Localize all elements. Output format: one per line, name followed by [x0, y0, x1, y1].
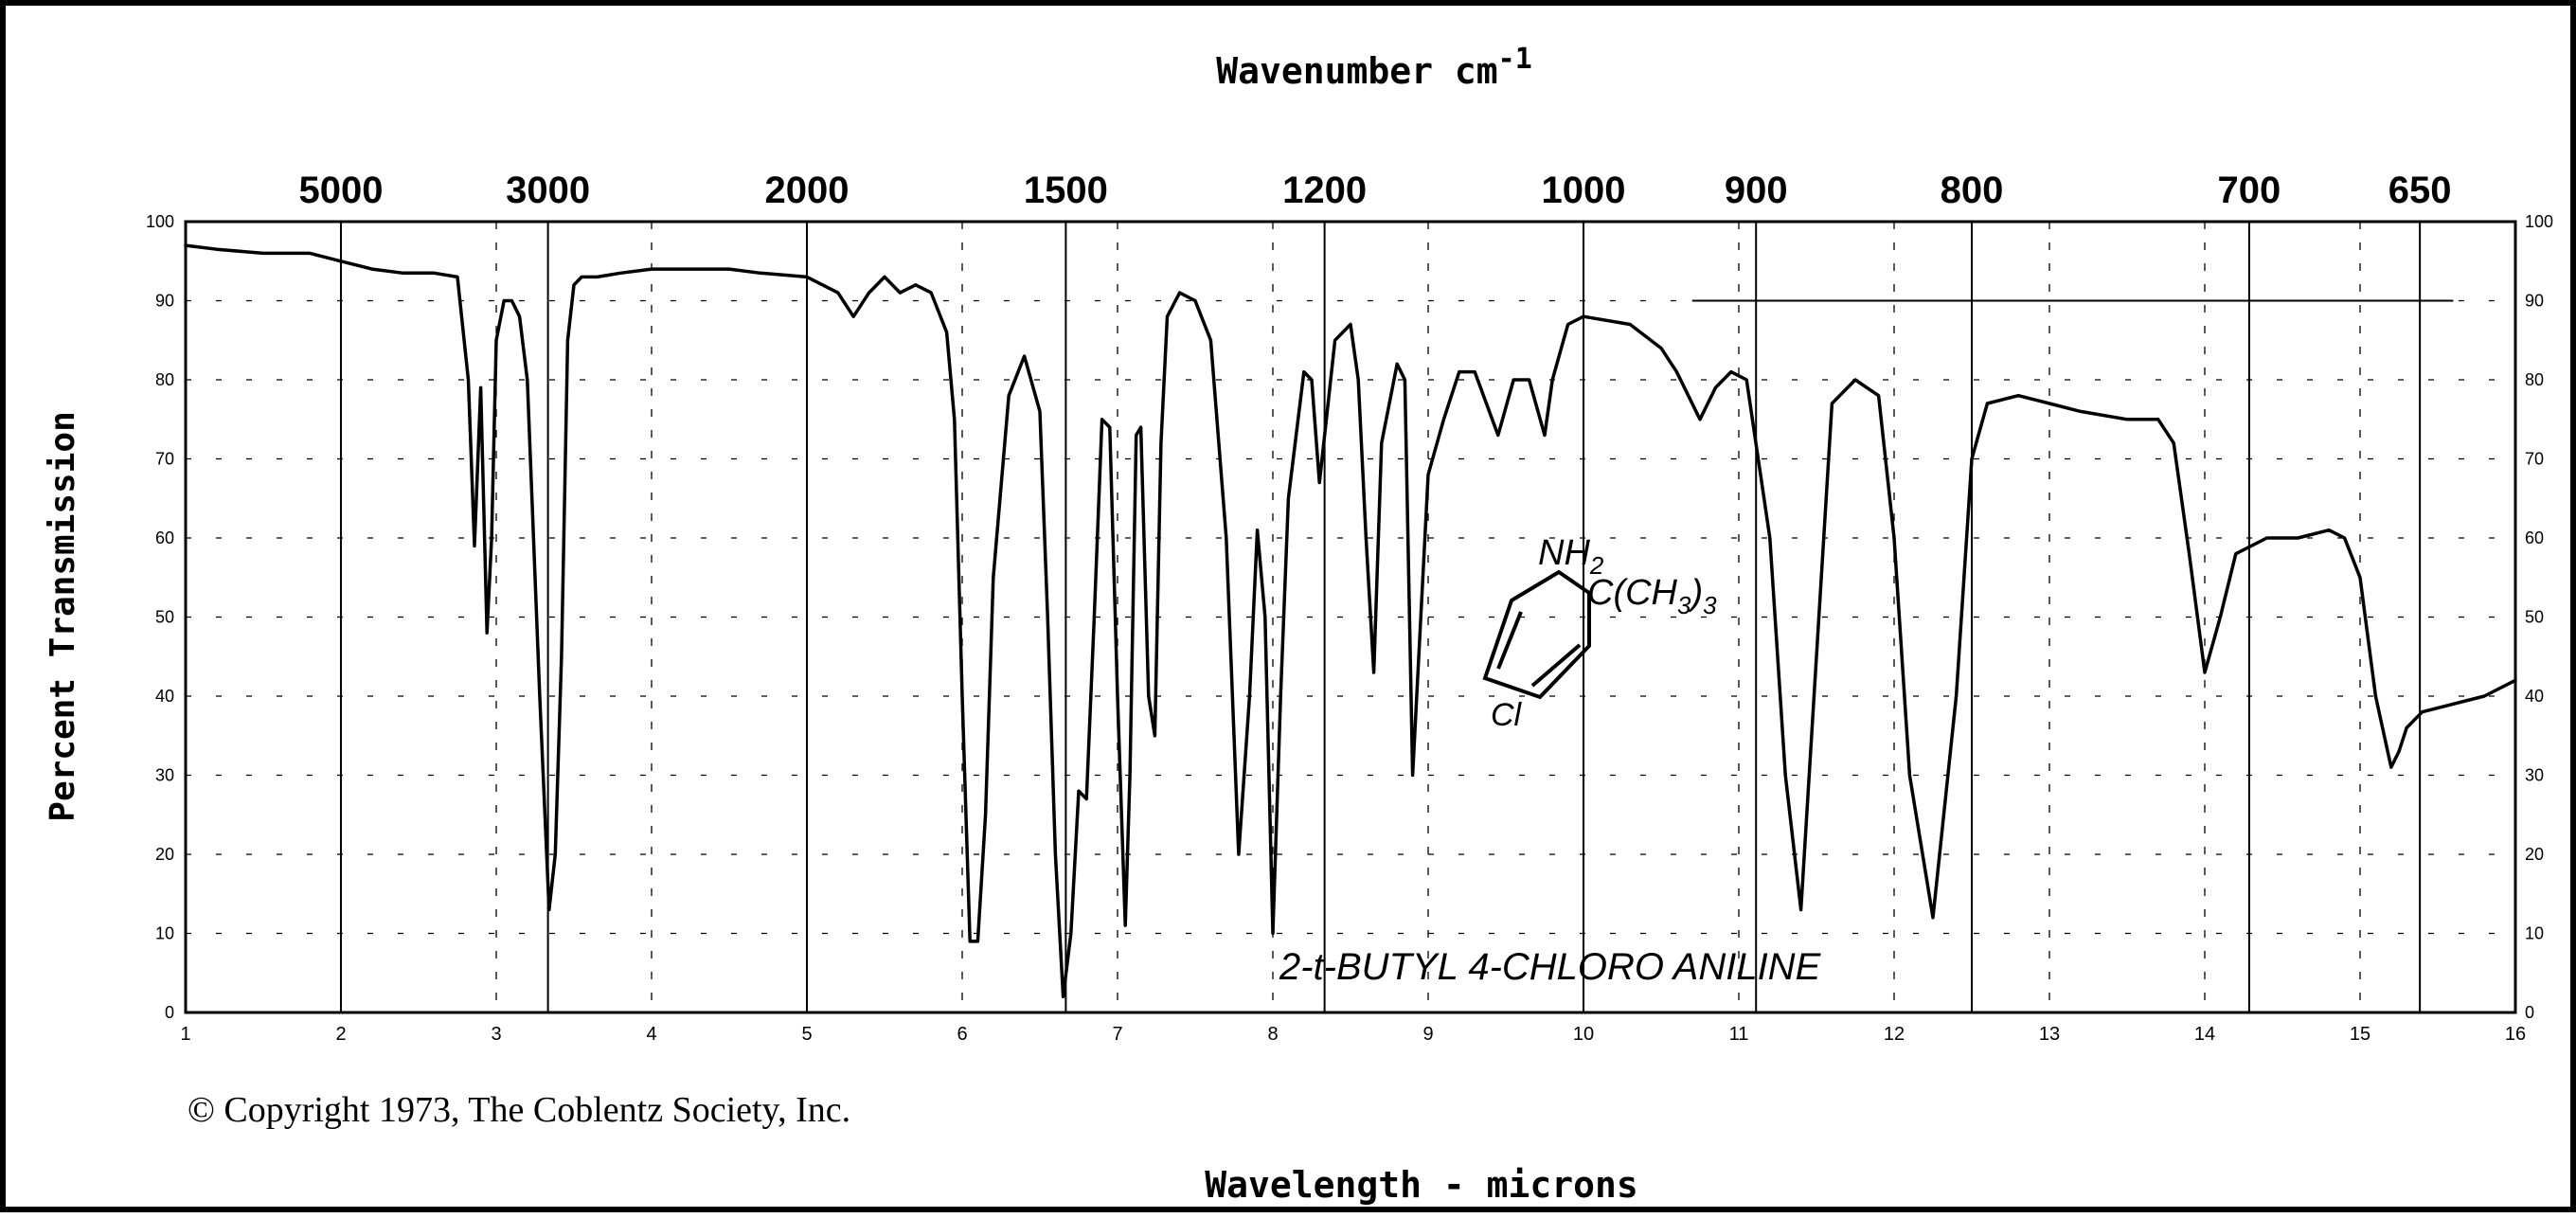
wavenumber-tick-label: 1200 — [1282, 170, 1367, 211]
y-tick-label-right: 90 — [2525, 292, 2544, 311]
micron-tick-label: 14 — [2194, 1024, 2215, 1045]
top-axis-title: Wavenumber cm-1 — [1216, 43, 1532, 92]
wavenumber-tick-label: 2000 — [765, 170, 850, 211]
y-tick-label-left: 90 — [155, 292, 174, 311]
micron-tick-label: 12 — [1884, 1024, 1905, 1045]
y-tick-label-right: 80 — [2525, 370, 2544, 389]
y-tick-label-right: 60 — [2525, 528, 2544, 547]
copyright-text: © Copyright 1973, The Coblentz Society, … — [188, 1090, 850, 1130]
cl-label: Cl — [1491, 697, 1523, 733]
y-tick-label-left: 10 — [155, 924, 174, 943]
nh2-label: NH2 — [1538, 533, 1604, 580]
micron-tick-label: 16 — [2505, 1024, 2526, 1045]
y-tick-label-left: 40 — [155, 687, 174, 706]
micron-tick-label: 13 — [2039, 1024, 2060, 1045]
micron-tick-label: 4 — [646, 1024, 656, 1045]
wavenumber-tick-label: 3000 — [506, 170, 590, 211]
y-tick-label-left: 70 — [155, 450, 174, 469]
wavenumber-tick-label: 1500 — [1024, 170, 1108, 211]
micron-tick-label: 3 — [491, 1024, 501, 1045]
y-axis-title: Percent Transmission — [44, 411, 82, 821]
y-tick-label-left: 80 — [155, 370, 174, 389]
ring-double-bond-1 — [1496, 611, 1523, 670]
top-axis-title-superscript: -1 — [1498, 43, 1532, 76]
tbutyl-label: C(CH3)3 — [1587, 573, 1717, 619]
y-tick-label-right: 10 — [2525, 924, 2544, 943]
spectrum-line — [184, 243, 2517, 999]
y-tick-label-right: 20 — [2525, 845, 2544, 864]
nh2-subscript: 2 — [1589, 551, 1604, 580]
grid-layer — [186, 222, 2515, 1012]
micron-tick-label: 2 — [335, 1024, 346, 1045]
ring-double-bond-2 — [1530, 643, 1582, 688]
wavenumber-tick-label: 900 — [1725, 170, 1788, 211]
tbutyl-subscript: 3 — [1677, 591, 1691, 619]
micron-tick-label: 11 — [1729, 1024, 1749, 1045]
y-tick-label-left: 20 — [155, 845, 174, 864]
tbutyl-close: ) — [1687, 573, 1703, 613]
micron-tick-label: 7 — [1112, 1024, 1122, 1045]
micron-tick-label: 15 — [2350, 1024, 2370, 1045]
y-tick-label-right: 70 — [2525, 450, 2544, 469]
micron-tick-label: 8 — [1267, 1024, 1278, 1045]
x-axis-title: Wavelength - microns — [1205, 1164, 1638, 1206]
micron-tick-label: 5 — [801, 1024, 812, 1045]
y-tick-label-right: 40 — [2525, 687, 2544, 706]
wavenumber-tick-label: 700 — [2218, 170, 2281, 211]
tbutyl-text: C(CH — [1587, 573, 1678, 613]
micron-tick-label: 9 — [1422, 1024, 1433, 1045]
y-tick-label-right: 50 — [2525, 608, 2544, 627]
y-tick-label-right: 0 — [2525, 1003, 2534, 1022]
y-tick-label-right: 100 — [2525, 212, 2553, 231]
micron-tick-label: 6 — [957, 1024, 967, 1045]
micron-tick-label: 1 — [180, 1024, 190, 1045]
wavenumber-tick-label: 1000 — [1542, 170, 1626, 211]
structure-drawing: NH2 C(CH3)3 Cl — [1482, 533, 1717, 733]
benzene-ring — [1482, 569, 1591, 700]
tbutyl-subscript-2: 3 — [1703, 591, 1717, 619]
top-axis-title-text: Wavenumber cm — [1216, 50, 1497, 92]
compound-name: 2-t-BUTYL 4-CHLORO ANILINE — [1279, 946, 1822, 988]
y-tick-label-left: 0 — [165, 1003, 174, 1022]
wavenumber-tick-label: 800 — [1941, 170, 2004, 211]
y-tick-label-left: 50 — [155, 608, 174, 627]
micron-tick-label: 10 — [1573, 1024, 1594, 1045]
wavenumber-tick-label: 5000 — [299, 170, 384, 211]
nh2-text: NH — [1538, 533, 1590, 573]
wavenumber-tick-label: 650 — [2388, 170, 2452, 211]
y-tick-label-right: 30 — [2525, 766, 2544, 785]
y-tick-label-left: 100 — [146, 212, 174, 231]
y-tick-label-left: 60 — [155, 528, 174, 547]
y-tick-label-left: 30 — [155, 766, 174, 785]
